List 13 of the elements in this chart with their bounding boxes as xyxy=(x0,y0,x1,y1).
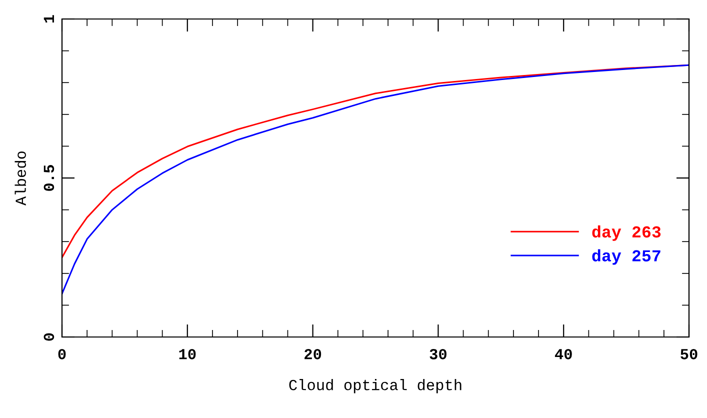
x-tick-label: 50 xyxy=(680,348,698,360)
x-axis-title: Cloud optical depth xyxy=(289,379,462,394)
y-tick-label: 0 xyxy=(44,333,54,341)
x-tick-label: 0 xyxy=(58,348,66,360)
x-tick-label: 30 xyxy=(430,348,446,360)
x-tick-label: 10 xyxy=(179,348,196,360)
x-tick-label: 20 xyxy=(304,348,322,360)
x-tick-label: 40 xyxy=(554,348,572,360)
y-tick-label: 0.5 xyxy=(44,165,54,191)
legend-label: day 257 xyxy=(592,249,660,265)
legend-label: day 263 xyxy=(592,225,661,241)
y-axis-title: Albedo xyxy=(14,151,26,206)
y-tick-label: 1 xyxy=(44,15,54,23)
